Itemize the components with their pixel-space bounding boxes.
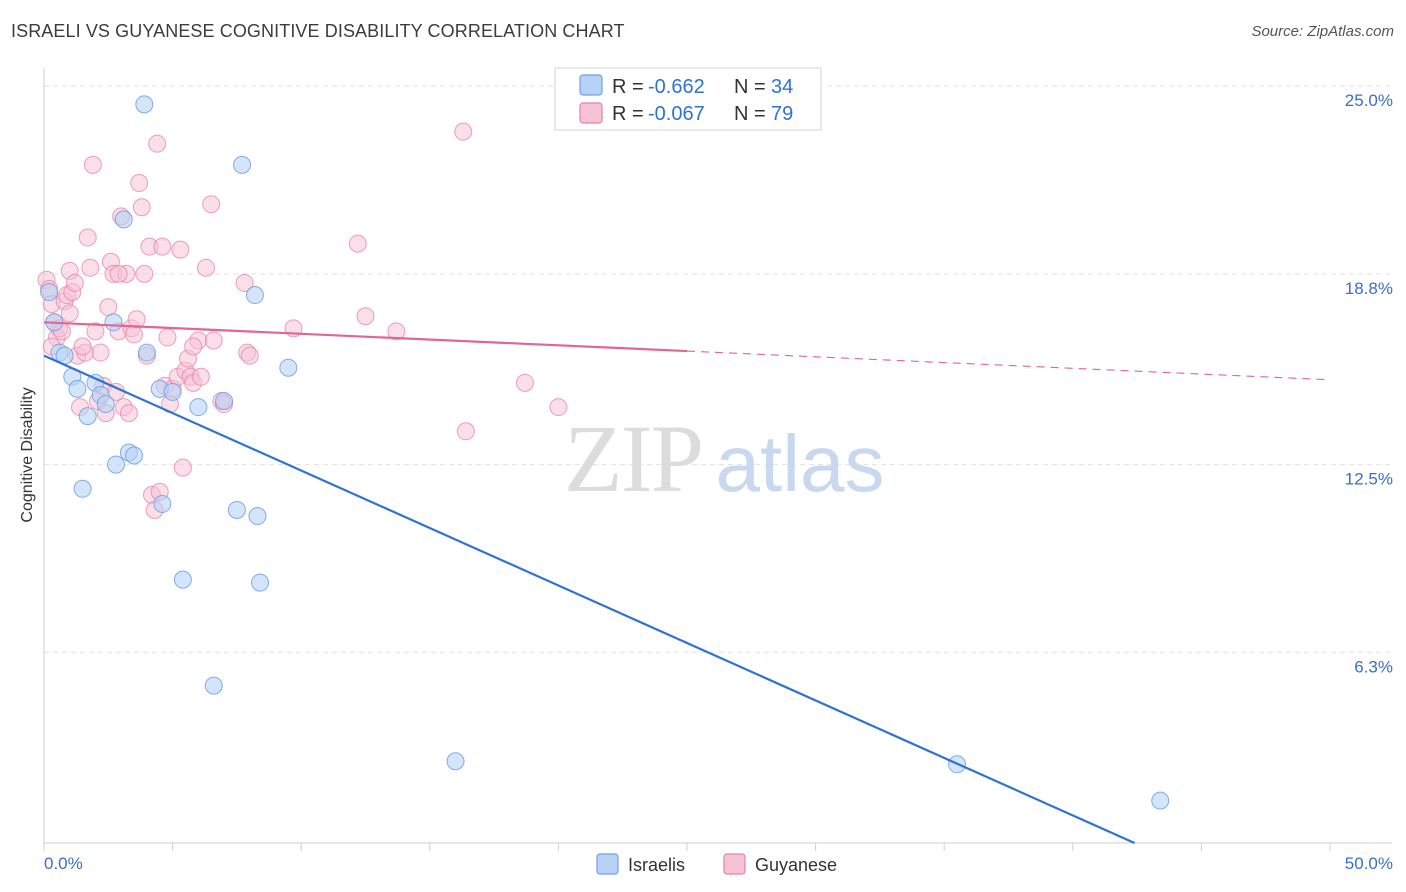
point-guyanese-12 [65, 273, 84, 292]
point-guyanese-47 [158, 328, 177, 347]
point-israelis-21 [173, 570, 192, 589]
point-guyanese-66 [240, 346, 259, 365]
point-israelis-27 [245, 286, 264, 305]
point-guyanese-51 [171, 240, 190, 259]
watermark-zip: ZIP [564, 405, 702, 512]
bottom-legend-swatch-guyanese [723, 853, 746, 875]
point-israelis-17 [137, 343, 156, 362]
point-israelis-26 [233, 155, 252, 174]
point-israelis-16 [135, 95, 154, 114]
point-israelis-22 [189, 398, 208, 417]
point-guyanese-24 [99, 298, 118, 317]
point-guyanese-36 [130, 174, 149, 193]
point-israelis-15 [125, 446, 144, 465]
point-israelis-7 [78, 407, 97, 426]
tick-labels: 6.3% 12.5% 18.8% 25.0% 0.0% 50.0% [44, 91, 1393, 873]
y-tick-label-0: 6.3% [1354, 657, 1393, 676]
bottom-legend: Israelis Guyanese [596, 853, 837, 875]
legend-n-label-israelis: N = [734, 76, 766, 98]
watermark-atlas: atlas [716, 419, 885, 508]
point-guyanese-34 [125, 325, 144, 344]
point-guyanese-43 [148, 134, 167, 153]
point-israelis-20 [163, 382, 182, 401]
point-israelis-24 [215, 392, 234, 411]
trend-line-israelis [43, 354, 1135, 845]
point-israelis-6 [73, 479, 92, 498]
point-guyanese-16 [78, 228, 97, 247]
legend-r-label-israelis: R = [612, 76, 644, 98]
legend-n-value-guyanese: 79 [771, 103, 793, 125]
axes [43, 68, 1392, 851]
point-israelis-19 [153, 494, 172, 513]
point-guyanese-60 [202, 195, 221, 214]
point-israelis-30 [279, 358, 298, 377]
point-israelis-25 [227, 500, 246, 519]
point-guyanese-76 [73, 337, 92, 356]
point-israelis-0 [40, 283, 59, 302]
point-guyanese-78 [184, 337, 203, 356]
point-guyanese-52 [173, 458, 192, 477]
point-guyanese-35 [127, 310, 146, 329]
point-guyanese-74 [549, 398, 568, 417]
watermark: ZIP atlas [564, 405, 884, 512]
point-israelis-23 [204, 676, 223, 695]
point-guyanese-38 [135, 264, 154, 283]
chart-title: ISRAELI VS GUYANESE COGNITIVE DISABILITY… [11, 21, 625, 41]
point-israelis-33 [1151, 791, 1170, 810]
point-israelis-31 [446, 752, 465, 771]
point-israelis-11 [104, 313, 123, 332]
point-guyanese-71 [454, 122, 473, 141]
bottom-legend-label-israelis: Israelis [628, 855, 685, 875]
trend-lines [43, 321, 1331, 845]
legend-r-label-guyanese: R = [612, 103, 644, 125]
point-guyanese-21 [91, 343, 110, 362]
y-tick-label-1: 12.5% [1345, 470, 1393, 489]
series-israelis [40, 95, 1170, 810]
point-guyanese-19 [86, 322, 105, 341]
bottom-legend-swatch-israelis [596, 853, 619, 875]
point-israelis-12 [107, 455, 126, 474]
legend-r-value-guyanese: -0.067 [648, 103, 705, 125]
point-guyanese-32 [119, 404, 138, 423]
point-guyanese-45 [153, 237, 172, 256]
y-tick-label-2: 18.8% [1345, 279, 1393, 298]
y-tick-label-3: 25.0% [1345, 91, 1393, 110]
point-guyanese-59 [197, 258, 216, 277]
legend-n-value-israelis: 34 [771, 76, 793, 98]
point-israelis-29 [251, 573, 270, 592]
point-guyanese-70 [387, 322, 406, 341]
legend-box: R = -0.662 N = 34 R = -0.067 N = 79 [554, 67, 822, 131]
x-tick-label-1: 50.0% [1345, 854, 1393, 873]
legend-swatch-guyanese [579, 102, 603, 124]
point-guyanese-58 [191, 367, 210, 386]
trend-line-guyanese-extension [686, 350, 1331, 381]
point-guyanese-64 [235, 273, 254, 292]
legend-r-value-israelis: -0.662 [648, 76, 705, 98]
point-israelis-28 [248, 507, 267, 526]
x-tick-label-0: 0.0% [44, 854, 83, 873]
chart-source: Source: ZipAtlas.com [1251, 23, 1394, 40]
point-guyanese-17 [81, 258, 100, 277]
point-guyanese-69 [356, 307, 375, 326]
bottom-legend-label-guyanese: Guyanese [755, 855, 837, 875]
point-guyanese-68 [348, 234, 367, 253]
trend-line-guyanese [43, 321, 688, 353]
point-guyanese-73 [515, 373, 534, 392]
point-guyanese-9 [60, 304, 79, 323]
point-guyanese-72 [456, 422, 475, 441]
point-israelis-5 [68, 379, 87, 398]
point-israelis-13 [114, 210, 133, 229]
point-guyanese-61 [204, 331, 223, 350]
point-guyanese-18 [83, 155, 102, 174]
point-israelis-10 [96, 395, 115, 414]
legend-n-label-guyanese: N = [734, 103, 766, 125]
point-guyanese-37 [132, 198, 151, 217]
legend-swatch-israelis [579, 74, 603, 96]
point-guyanese-77 [109, 264, 128, 283]
